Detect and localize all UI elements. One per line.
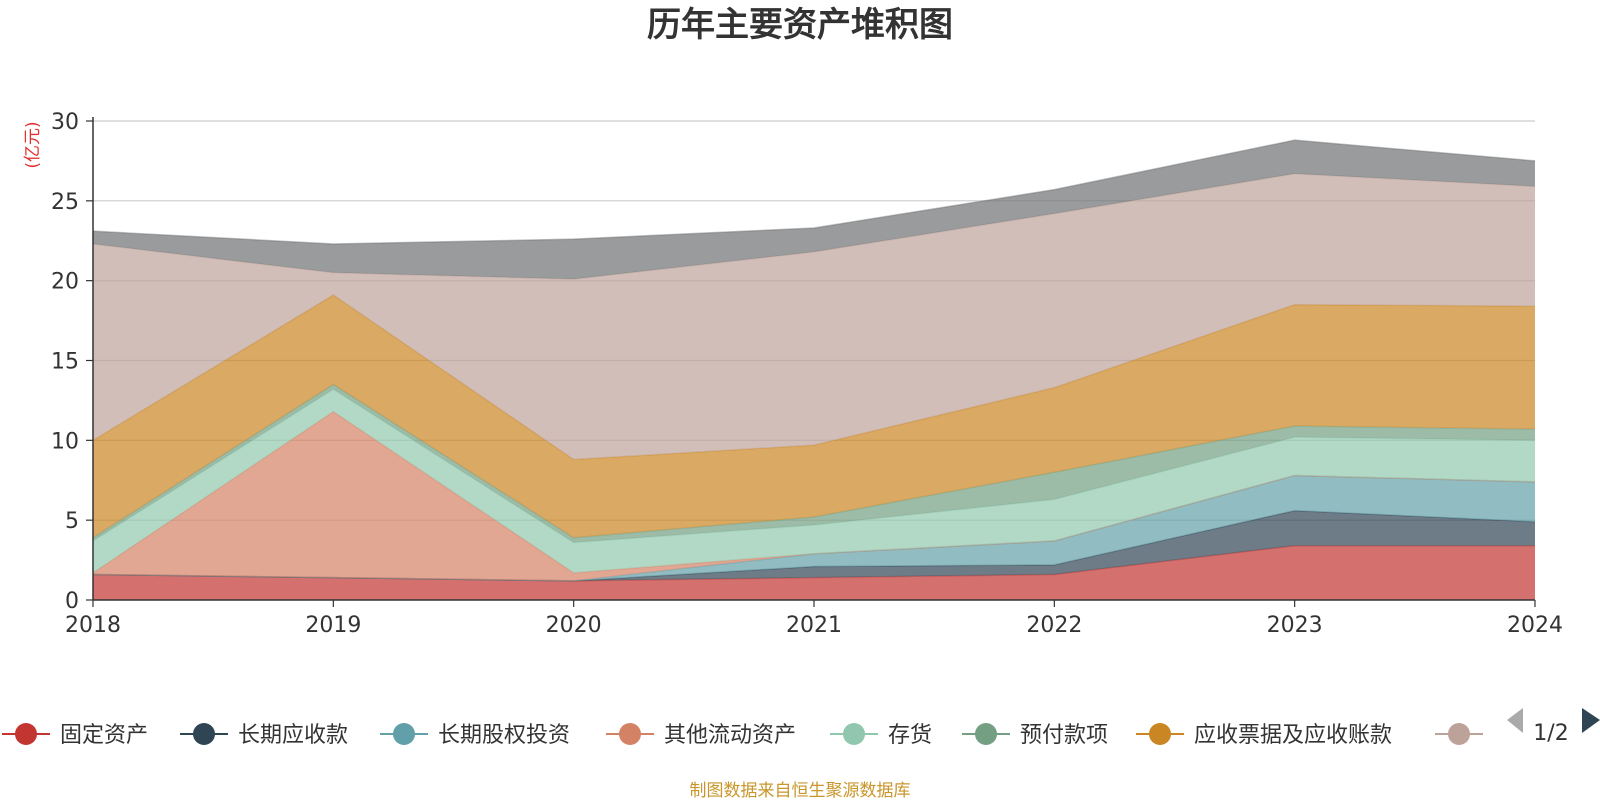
chart-title: 历年主要资产堆积图 [647, 5, 953, 45]
legend-label: 存货 [888, 723, 932, 748]
y-tick-label: 5 [65, 509, 79, 534]
legend-item[interactable]: 长期应收款 [180, 723, 348, 748]
area-series-9-edge [92, 139, 1536, 245]
legend-item[interactable]: 长期股权投资 [380, 723, 570, 748]
data-source-note: 制图数据来自恒生聚源数据库 [690, 781, 911, 800]
x-tick-label: 2024 [1507, 613, 1563, 638]
legend-item[interactable] [1435, 723, 1483, 745]
legend-item[interactable]: 存货 [830, 723, 932, 748]
legend: 固定资产 长期应收款 长期股权投资 其他流动资产 存货 预付款项 应收票据及应收账款 [2, 723, 1483, 748]
legend-marker-icon [619, 723, 641, 745]
y-tick-label: 15 [51, 350, 79, 375]
x-tick-label: 2021 [786, 613, 842, 638]
legend-pager: 1/2 [1507, 708, 1600, 746]
legend-item[interactable]: 应收票据及应收账款 [1136, 723, 1392, 748]
legend-marker-icon [393, 723, 415, 745]
legend-item[interactable]: 固定资产 [2, 723, 148, 748]
legend-label: 应收票据及应收账款 [1194, 723, 1392, 748]
y-axis-unit: (亿元) [23, 121, 43, 168]
axes: 0 5 10 15 20 25 30 2018 2019 2020 2021 2022 2023 2024 [51, 110, 1563, 638]
y-tick-label: 0 [65, 589, 79, 614]
legend-label: 长期应收款 [238, 723, 348, 748]
legend-marker-icon [975, 723, 997, 745]
area-series-1 [93, 545, 1535, 600]
area-series-7 [93, 295, 1535, 538]
area-series [92, 139, 1536, 600]
legend-marker-icon [1149, 723, 1171, 745]
y-tick-label: 20 [51, 270, 79, 295]
legend-label: 其他流动资产 [664, 723, 796, 748]
area-series-8 [93, 173, 1535, 460]
area-series-4 [93, 411, 1535, 581]
legend-marker-icon [193, 723, 215, 745]
area-series-5 [93, 389, 1535, 573]
y-tick-label: 25 [51, 190, 79, 215]
x-tick-label: 2023 [1267, 613, 1323, 638]
legend-label: 固定资产 [60, 723, 148, 748]
legend-next-icon[interactable] [1582, 708, 1600, 733]
x-tick-label: 2018 [65, 613, 121, 638]
area-series-3 [93, 475, 1535, 581]
x-tick-label: 2019 [305, 613, 361, 638]
area-series-9 [93, 140, 1535, 280]
y-tick-label: 30 [51, 110, 79, 135]
legend-label: 预付款项 [1020, 723, 1108, 748]
legend-item[interactable]: 其他流动资产 [606, 723, 796, 748]
legend-page-indicator: 1/2 [1533, 721, 1568, 746]
legend-label: 长期股权投资 [438, 723, 570, 748]
area-series-2 [93, 510, 1535, 581]
legend-item[interactable]: 预付款项 [962, 723, 1108, 748]
legend-marker-icon [1448, 723, 1470, 745]
legend-prev-icon[interactable] [1507, 708, 1523, 733]
x-tick-label: 2022 [1026, 613, 1082, 638]
legend-marker-icon [843, 723, 865, 745]
legend-marker-icon [15, 723, 37, 745]
x-tick-label: 2020 [546, 613, 602, 638]
y-tick-label: 10 [51, 429, 79, 454]
